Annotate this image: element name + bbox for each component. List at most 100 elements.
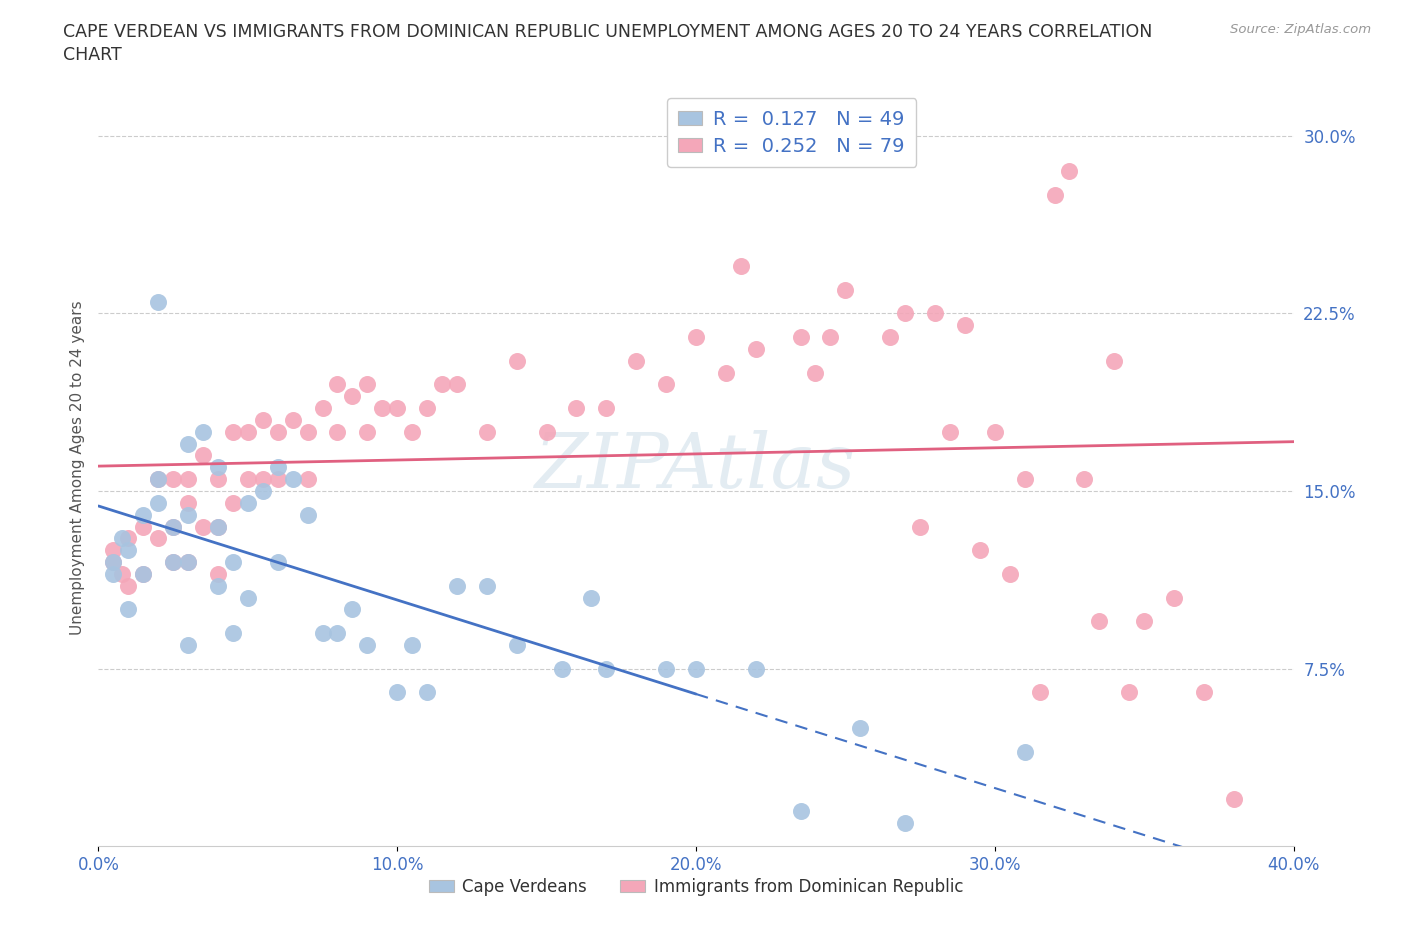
Point — [998, 566, 1021, 581]
Point — [177, 496, 200, 511]
Point — [1043, 188, 1066, 203]
Point — [1104, 353, 1126, 368]
Point — [103, 554, 125, 569]
Point — [222, 424, 245, 439]
Point — [446, 377, 468, 392]
Point — [595, 401, 617, 416]
Text: CAPE VERDEAN VS IMMIGRANTS FROM DOMINICAN REPUBLIC UNEMPLOYMENT AMONG AGES 20 TO: CAPE VERDEAN VS IMMIGRANTS FROM DOMINICA… — [63, 23, 1153, 41]
Point — [162, 554, 184, 569]
Point — [1059, 164, 1081, 179]
Point — [132, 566, 155, 581]
Point — [1088, 614, 1111, 629]
Point — [1223, 791, 1246, 806]
Point — [148, 496, 170, 511]
Point — [655, 661, 678, 676]
Point — [1133, 614, 1156, 629]
Point — [162, 519, 184, 534]
Point — [117, 602, 139, 617]
Point — [297, 507, 319, 522]
Point — [924, 306, 946, 321]
Point — [356, 377, 378, 392]
Point — [148, 472, 170, 486]
Point — [894, 816, 917, 830]
Point — [148, 294, 170, 309]
Point — [820, 329, 842, 344]
Point — [148, 472, 170, 486]
Point — [385, 684, 409, 699]
Text: Source: ZipAtlas.com: Source: ZipAtlas.com — [1230, 23, 1371, 36]
Point — [267, 472, 290, 486]
Point — [550, 661, 572, 676]
Point — [111, 531, 134, 546]
Point — [1028, 684, 1050, 699]
Point — [939, 424, 962, 439]
Point — [117, 531, 139, 546]
Point — [162, 554, 184, 569]
Point — [984, 424, 1007, 439]
Point — [416, 684, 439, 699]
Point — [103, 554, 125, 569]
Point — [626, 353, 648, 368]
Point — [222, 554, 245, 569]
Point — [581, 591, 603, 605]
Point — [789, 804, 811, 818]
Point — [117, 578, 139, 593]
Point — [177, 554, 200, 569]
Point — [804, 365, 827, 380]
Point — [252, 413, 274, 428]
Point — [162, 519, 184, 534]
Point — [222, 626, 245, 641]
Point — [446, 578, 468, 593]
Text: CHART: CHART — [63, 46, 122, 64]
Point — [416, 401, 439, 416]
Point — [311, 401, 333, 416]
Y-axis label: Unemployment Among Ages 20 to 24 years: Unemployment Among Ages 20 to 24 years — [69, 300, 84, 634]
Point — [342, 389, 364, 404]
Point — [132, 519, 155, 534]
Point — [207, 566, 229, 581]
Point — [207, 472, 229, 486]
Point — [565, 401, 588, 416]
Point — [401, 424, 423, 439]
Point — [894, 306, 917, 321]
Point — [207, 519, 229, 534]
Point — [879, 329, 901, 344]
Point — [834, 282, 856, 297]
Point — [207, 578, 229, 593]
Point — [177, 554, 200, 569]
Point — [1118, 684, 1140, 699]
Point — [207, 519, 229, 534]
Point — [281, 472, 304, 486]
Point — [430, 377, 453, 392]
Point — [236, 424, 259, 439]
Point — [685, 661, 707, 676]
Point — [475, 424, 498, 439]
Point — [1073, 472, 1095, 486]
Point — [685, 329, 707, 344]
Point — [236, 472, 259, 486]
Point — [655, 377, 678, 392]
Point — [342, 602, 364, 617]
Point — [969, 543, 991, 558]
Point — [267, 554, 290, 569]
Point — [191, 424, 214, 439]
Point — [326, 377, 349, 392]
Point — [789, 329, 811, 344]
Point — [236, 591, 259, 605]
Point — [311, 626, 333, 641]
Point — [297, 424, 319, 439]
Point — [191, 448, 214, 463]
Point — [849, 721, 872, 736]
Point — [267, 424, 290, 439]
Point — [1014, 744, 1036, 759]
Point — [1163, 591, 1185, 605]
Point — [117, 543, 139, 558]
Point — [103, 566, 125, 581]
Point — [745, 661, 768, 676]
Point — [162, 472, 184, 486]
Point — [326, 424, 349, 439]
Point — [536, 424, 558, 439]
Point — [714, 365, 737, 380]
Point — [148, 531, 170, 546]
Point — [267, 460, 290, 474]
